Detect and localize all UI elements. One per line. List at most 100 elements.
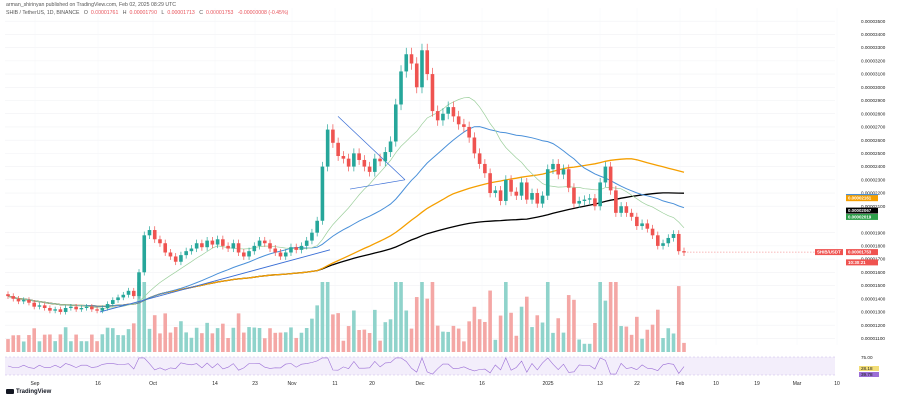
- candle-body: [509, 179, 513, 192]
- rsi-line: [7, 357, 685, 375]
- candle-body: [252, 245, 257, 252]
- candle-body: [137, 272, 141, 297]
- logo-text: TradingView: [16, 389, 52, 396]
- triangle-lower-line: [349, 179, 406, 190]
- candle-body: [472, 137, 477, 154]
- volume-bar: [131, 323, 136, 352]
- candle-body: [504, 179, 508, 201]
- volume-bar: [74, 334, 78, 352]
- candle-body: [53, 309, 57, 311]
- candle-body: [325, 129, 330, 167]
- candle-body: [69, 306, 73, 308]
- volume-bar: [283, 332, 288, 352]
- volume-bar: [32, 328, 37, 352]
- volume-bar: [105, 327, 110, 352]
- volume-bar: [414, 297, 419, 352]
- candle-body: [168, 252, 173, 257]
- volume-bar: [498, 315, 503, 352]
- candle-body: [262, 240, 267, 244]
- volume-bar: [540, 322, 545, 352]
- y-tick-label: 0.00001700: [861, 257, 886, 262]
- y-tick-label: 0.00003100: [861, 72, 886, 77]
- price-tag-label: 0.00002161: [848, 196, 872, 201]
- candle-body: [535, 193, 540, 204]
- y-tick-label: 0.00003000: [861, 85, 886, 90]
- candle-body: [435, 111, 440, 121]
- candle-body: [131, 290, 136, 297]
- volume-bar: [37, 341, 42, 352]
- volume-bar: [215, 328, 220, 352]
- candle-body: [430, 74, 435, 112]
- x-tick-label: 11: [332, 381, 337, 387]
- candle-body: [676, 233, 681, 252]
- volume-bar: [90, 334, 94, 352]
- candle-body: [63, 307, 68, 312]
- volume-bar: [16, 335, 21, 352]
- y-tick-label: 0.00003300: [861, 45, 886, 50]
- candle-body: [289, 247, 293, 253]
- y-tick-label: 0.00002900: [861, 98, 886, 103]
- ma-line-green: [7, 97, 685, 309]
- volume-bar: [425, 298, 430, 352]
- candle-body: [540, 195, 545, 204]
- volume-bar: [373, 309, 377, 352]
- volume-bar: [504, 282, 508, 352]
- candle-body: [84, 306, 89, 308]
- volume-bar: [173, 327, 178, 352]
- volume-bar: [383, 322, 388, 352]
- candle-body: [215, 239, 220, 245]
- candle-body: [362, 159, 367, 167]
- y-tick-label: 0.00003200: [861, 58, 886, 63]
- volume-bar: [650, 324, 655, 352]
- volume-bar: [310, 318, 314, 352]
- candle-body: [524, 182, 529, 200]
- candle-body: [399, 71, 403, 105]
- price-tag: 0.00002161: [846, 195, 878, 202]
- candle-body: [441, 113, 445, 121]
- volume-bar: [147, 328, 152, 352]
- x-tick-label: 10: [834, 381, 840, 387]
- tradingview-logo: TradingView: [6, 389, 51, 395]
- y-tick-label: 0.00002500: [861, 151, 886, 156]
- y-tick-label: 0.00001400: [861, 296, 886, 301]
- y-tick-label: 0.00001800: [861, 243, 886, 248]
- candle-body: [105, 304, 110, 308]
- candle-body: [682, 251, 686, 253]
- volume-bar: [477, 319, 482, 352]
- ohlc-high-value: 0.00001790: [129, 10, 157, 16]
- volume-bar: [158, 333, 162, 352]
- candle-body: [393, 104, 398, 142]
- candle-body: [373, 158, 377, 172]
- volume-bar: [629, 334, 634, 352]
- candle-body: [645, 223, 650, 229]
- volume-bar: [666, 328, 671, 352]
- volume-bar: [179, 321, 183, 352]
- volume-bar: [483, 321, 487, 352]
- candle-body: [514, 191, 519, 196]
- candle-body: [587, 198, 592, 200]
- volume-bar: [393, 282, 398, 352]
- volume-bar: [252, 327, 257, 352]
- y-tick-label: 0.00002100: [861, 204, 886, 209]
- candle-body: [273, 248, 278, 253]
- volume-bar: [456, 328, 461, 352]
- candle-body: [346, 158, 351, 167]
- candle-body: [278, 252, 283, 257]
- volume-bar: [58, 334, 63, 352]
- y-tick-label: 0.00002300: [861, 177, 886, 182]
- candle-body: [593, 198, 597, 207]
- candle-body: [226, 245, 230, 249]
- volume-bar: [210, 333, 215, 352]
- candle-body: [90, 306, 94, 310]
- volume-bar: [299, 332, 304, 352]
- candle-body: [210, 240, 215, 245]
- candle-body: [357, 153, 361, 160]
- chart-header-ohlc: SHIB / TetherUS, 1D, BINANCE O 0.00001761…: [6, 10, 291, 16]
- volume-bar: [221, 323, 225, 352]
- volume-bar: [362, 329, 367, 352]
- candle-body: [572, 187, 576, 204]
- volume-bar: [231, 327, 236, 352]
- candle-body: [566, 169, 571, 188]
- y-tick-label: 0.00002200: [861, 191, 886, 196]
